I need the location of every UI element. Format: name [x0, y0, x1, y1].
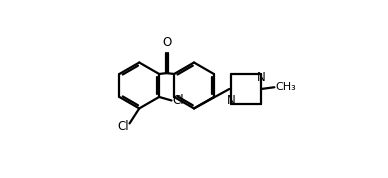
Text: Cl: Cl — [117, 120, 129, 133]
Text: Cl: Cl — [172, 94, 184, 107]
Text: N: N — [227, 94, 236, 107]
Text: O: O — [162, 36, 171, 49]
Text: CH₃: CH₃ — [275, 82, 296, 92]
Text: N: N — [257, 71, 265, 84]
